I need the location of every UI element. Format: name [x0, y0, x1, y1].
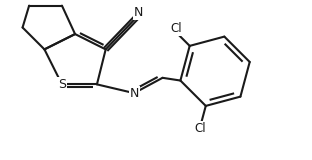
Text: N: N — [129, 87, 139, 100]
Text: Cl: Cl — [170, 22, 182, 35]
Text: Cl: Cl — [195, 122, 207, 135]
Text: S: S — [58, 78, 66, 91]
Text: N: N — [134, 6, 143, 19]
